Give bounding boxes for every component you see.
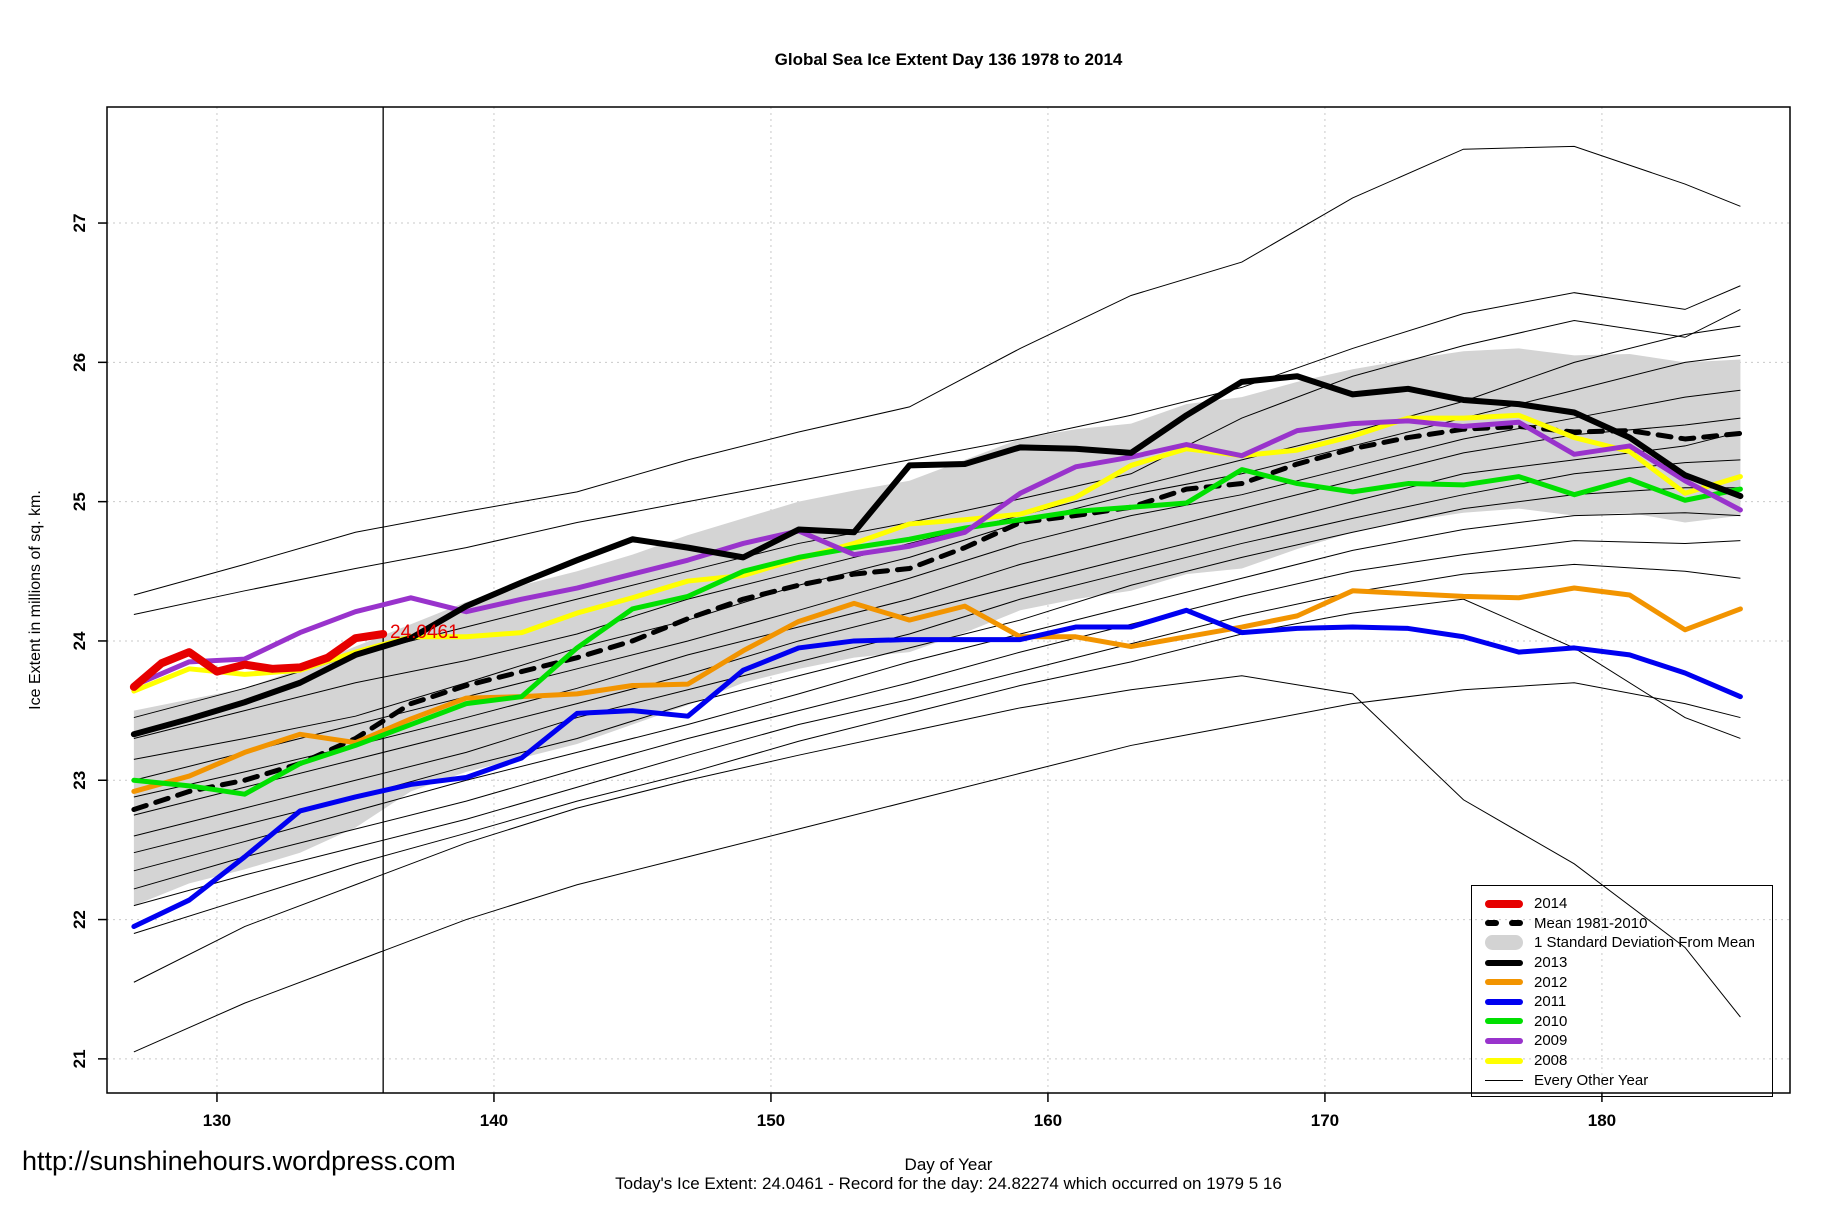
page-title: Global Sea Ice Extent Day 136 1978 to 20… [774, 50, 1123, 69]
legend-swatch-icon [1484, 920, 1524, 927]
every-other-year-line-8 [133, 459, 1741, 837]
legend-row-9: Every Other Year [1472, 1070, 1772, 1090]
x-tick-label-180: 180 [1588, 1111, 1616, 1130]
legend-row-4: 2012 [1472, 972, 1772, 992]
y-tick-label-21: 21 [70, 1049, 89, 1068]
x-axis-title: Day of Year [904, 1155, 993, 1174]
legend-label: 2014 [1534, 895, 1568, 913]
y-tick-label-25: 25 [70, 492, 89, 511]
legend-swatch-icon [1484, 959, 1524, 966]
y-tick-label-22: 22 [70, 910, 89, 929]
every-other-year-line-11 [133, 540, 1741, 890]
every-other-year-line-0 [133, 145, 1741, 596]
every-other-year-line-15 [133, 682, 1741, 1053]
plot-border [106, 106, 1791, 1094]
every-other-year-line-10 [133, 512, 1741, 872]
legend-row-5: 2011 [1472, 992, 1772, 1012]
series-2014 [129, 629, 388, 691]
series-mean-1981-2010 [131, 423, 1743, 813]
x-tick-label-140: 140 [480, 1111, 508, 1130]
legend-swatch-icon [1484, 998, 1524, 1005]
series-2012 [131, 585, 1743, 794]
every-other-year-line-7 [133, 431, 1741, 816]
legend-swatch-icon [1484, 979, 1524, 986]
legend-swatch-icon [1484, 1057, 1524, 1064]
series-2010 [131, 467, 1743, 797]
legend-row-3: 2013 [1472, 953, 1772, 973]
every-other-year-line-5 [133, 389, 1741, 781]
today-value-annotation: 24.0461 [390, 622, 459, 643]
series-2009 [131, 418, 1743, 689]
legend-swatch-icon [1484, 1079, 1524, 1081]
y-axis-title: Ice Extent in millions of sq. km. [27, 490, 44, 710]
y-tick-label-26: 26 [70, 353, 89, 372]
every-other-year-line-6 [133, 417, 1741, 798]
legend-label: 2013 [1534, 954, 1568, 972]
series-2011 [131, 607, 1743, 930]
every-other-year-line-12 [133, 563, 1741, 907]
legend-label: 1 Standard Deviation From Mean [1534, 934, 1755, 952]
y-tick-label-23: 23 [70, 771, 89, 790]
bottom-subtitle: Today's Ice Extent: 24.0461 - Record for… [615, 1174, 1282, 1193]
x-tick-label-130: 130 [203, 1111, 231, 1130]
legend-row-0: 2014 [1472, 894, 1772, 914]
legend-swatch-icon [1484, 1037, 1524, 1044]
source-url-text: http://sunshinehours.wordpress.com [22, 1146, 456, 1176]
legend-label: 2010 [1534, 1012, 1568, 1030]
legend-row-7: 2009 [1472, 1031, 1772, 1051]
series-2013 [130, 373, 1744, 738]
legend: 2014 Mean 1981-2010 1 Standard Deviation F… [1471, 885, 1773, 1097]
every-other-year-line-13 [133, 598, 1741, 934]
every-other-year-line-1 [133, 285, 1741, 615]
legend-swatch-icon [1484, 899, 1524, 908]
y-tick-label-24: 24 [70, 631, 89, 650]
x-tick-label-160: 160 [1034, 1111, 1062, 1130]
legend-row-6: 2010 [1472, 1012, 1772, 1032]
legend-row-2: 1 Standard Deviation From Mean [1472, 933, 1772, 953]
legend-label: 2012 [1534, 973, 1568, 991]
legend-label: 2009 [1534, 1032, 1568, 1050]
y-tick-label-27: 27 [70, 214, 89, 233]
legend-label: Mean 1981-2010 [1534, 914, 1648, 932]
legend-label: 2011 [1534, 993, 1567, 1011]
legend-row-8: 2008 [1472, 1051, 1772, 1071]
legend-swatch-icon [1484, 1018, 1524, 1025]
x-tick-label-150: 150 [757, 1111, 785, 1130]
legend-row-1: Mean 1981-2010 [1472, 914, 1772, 934]
legend-label: Every Other Year [1534, 1071, 1649, 1089]
legend-swatch-icon [1484, 935, 1524, 951]
x-tick-label-170: 170 [1311, 1111, 1339, 1130]
legend-label: 2008 [1534, 1052, 1568, 1070]
every-other-year-line-14 [133, 675, 1741, 1018]
every-other-year-line-9 [133, 487, 1741, 854]
